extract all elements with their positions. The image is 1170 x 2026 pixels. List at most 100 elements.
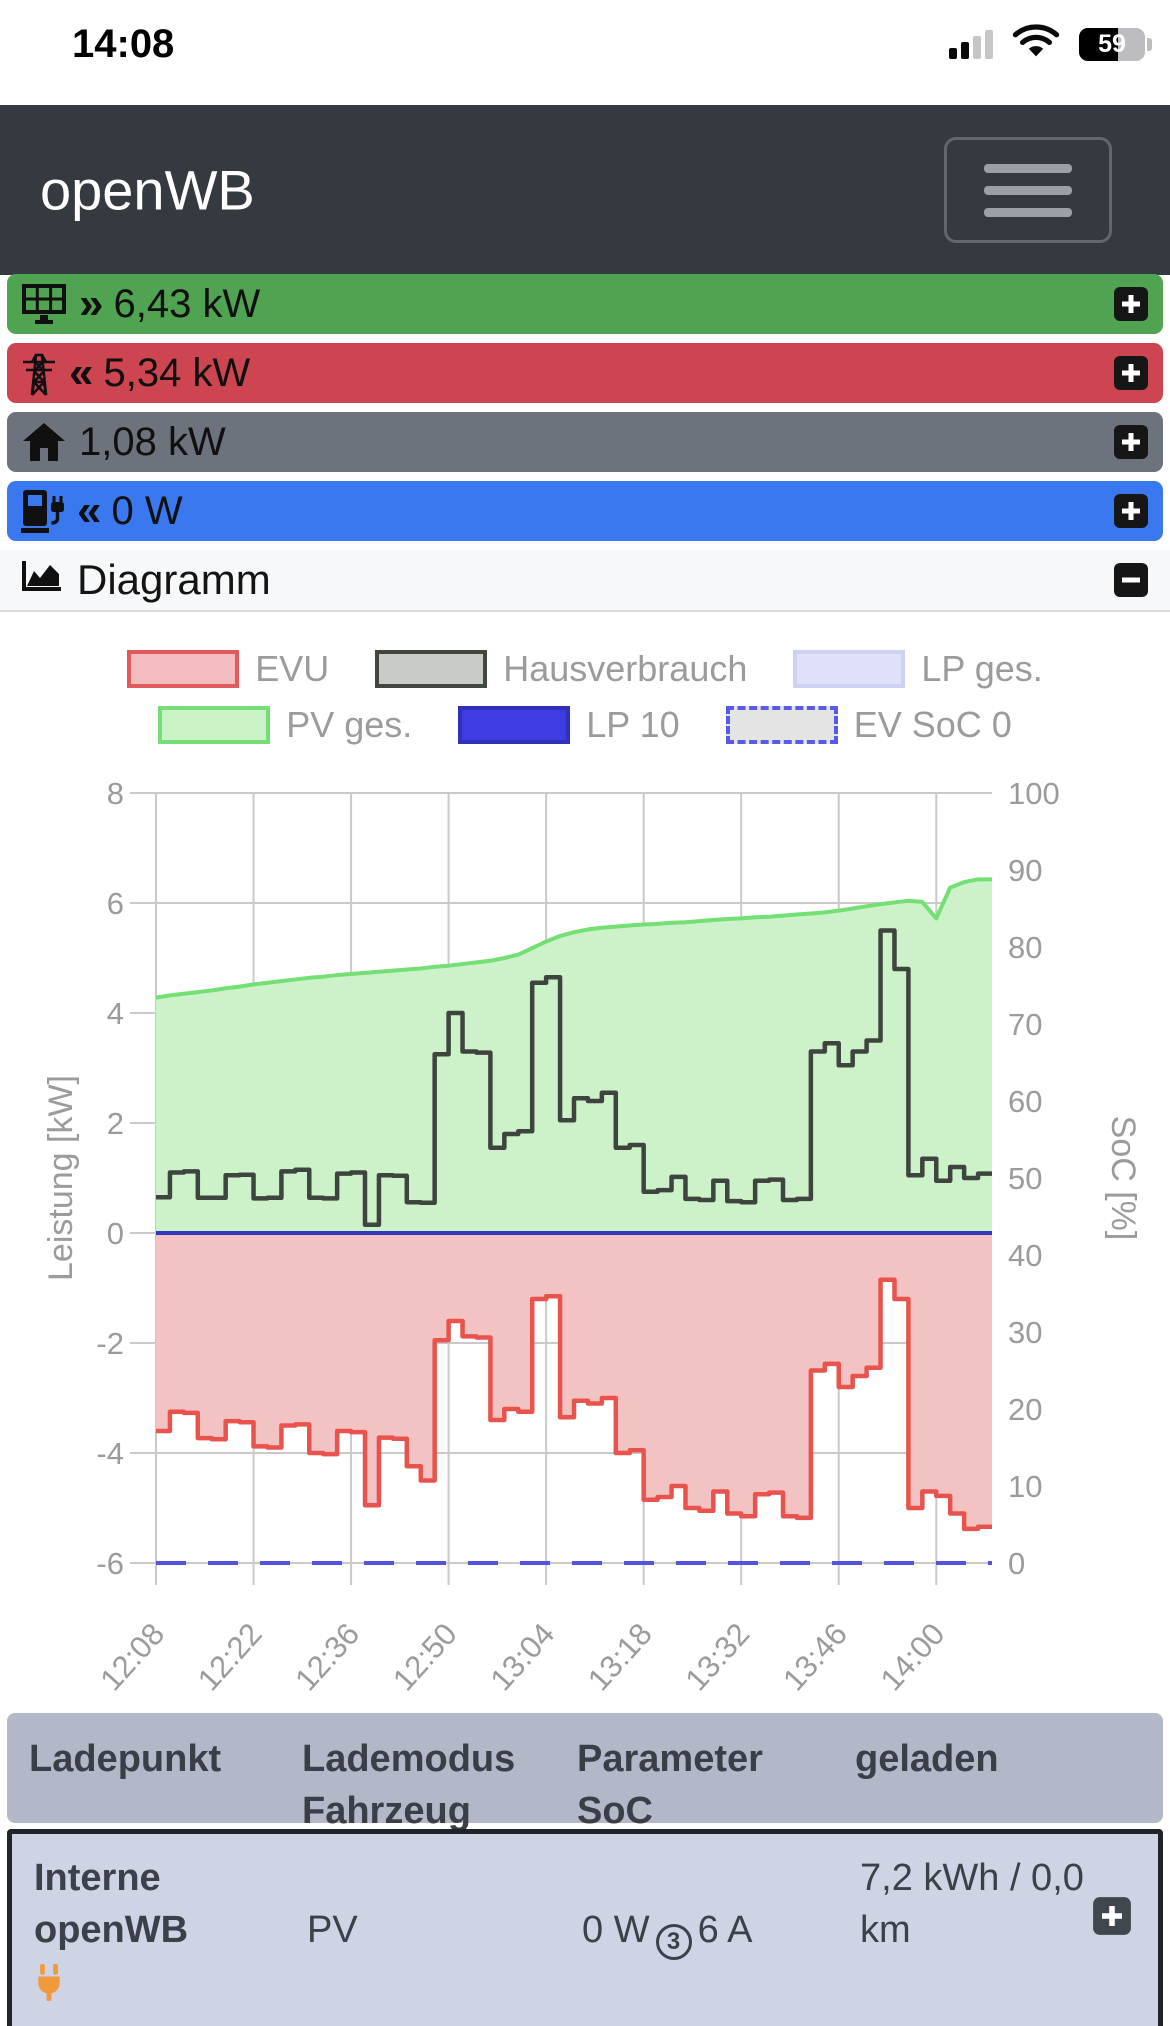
cellular-signal-icon xyxy=(949,29,993,59)
legend-item-lp-10[interactable]: LP 10 xyxy=(458,704,680,746)
legend-item-evu[interactable]: EVU xyxy=(127,648,329,690)
column-header-geladen: geladen xyxy=(855,1738,999,1780)
svg-text:13:18: 13:18 xyxy=(581,1616,659,1697)
app-header: openWB xyxy=(0,105,1170,275)
status-time: 14:08 xyxy=(72,22,175,66)
grid-summary-bar[interactable]: « 5,34 kW xyxy=(7,343,1163,403)
svg-text:20: 20 xyxy=(1008,1392,1042,1427)
pv-expand-button[interactable] xyxy=(1113,286,1149,322)
svg-text:-4: -4 xyxy=(96,1436,124,1471)
app-title: openWB xyxy=(40,158,255,222)
battery-percent: 59 xyxy=(1098,29,1126,58)
legend-label: PV ges. xyxy=(286,704,413,745)
svg-text:80: 80 xyxy=(1008,930,1042,965)
phases-badge: 3 xyxy=(655,1924,692,1960)
legend-label: EVU xyxy=(255,648,330,689)
legend-label: LP ges. xyxy=(921,648,1043,689)
battery-icon: 59 xyxy=(1079,27,1145,61)
legend-label: EV SoC 0 xyxy=(853,704,1012,745)
charge-mode: PV Standard- Fahrzeug xyxy=(307,1909,358,1951)
svg-text:30: 30 xyxy=(1008,1315,1042,1350)
charging-station-icon xyxy=(21,488,65,534)
legend-item-hausverbrauch[interactable]: Hausverbrauch xyxy=(375,648,747,690)
chargepoint-expand-button[interactable] xyxy=(1113,493,1149,529)
svg-text:14:00: 14:00 xyxy=(874,1616,952,1697)
svg-text:Leistung [kW]: Leistung [kW] xyxy=(42,1075,80,1281)
legend-item-ev-soc-0[interactable]: EV SoC 0 xyxy=(725,704,1012,746)
svg-text:70: 70 xyxy=(1008,1007,1042,1042)
charge-current: 6 A xyxy=(697,1909,753,1951)
grid-expand-button[interactable] xyxy=(1113,355,1149,391)
legend-swatch xyxy=(725,706,838,744)
column-header-ladepunkt: Ladepunkt xyxy=(29,1738,222,1780)
legend-swatch xyxy=(158,706,271,744)
svg-text:SoC [%]: SoC [%] xyxy=(1104,1116,1142,1241)
svg-text:6: 6 xyxy=(107,886,124,921)
house-power-value: 1,08 kW xyxy=(79,419,226,464)
legend-label: LP 10 xyxy=(586,704,680,745)
chargepoint-table-row[interactable]: Interne openWB PV Standard- Fahrzeug 0 W… xyxy=(7,1829,1163,2026)
svg-text:12:36: 12:36 xyxy=(288,1616,366,1697)
svg-text:50: 50 xyxy=(1008,1161,1042,1196)
house-expand-button[interactable] xyxy=(1113,424,1149,460)
svg-text:12:50: 12:50 xyxy=(386,1616,464,1697)
charge-power: 0 W xyxy=(582,1909,650,1951)
charged-energy: 7,2 kWh / 0,0 km xyxy=(860,1857,1084,1951)
legend-swatch xyxy=(375,650,488,688)
battery-fill xyxy=(1079,27,1118,61)
diagram-title: Diagramm xyxy=(77,556,271,603)
chart-area-icon xyxy=(21,559,63,602)
chargepoint-name: Interne openWB xyxy=(34,1852,200,2008)
svg-text:13:04: 13:04 xyxy=(483,1616,561,1697)
legend-swatch xyxy=(458,706,571,744)
pv-summary-bar[interactable]: » 6,43 kW xyxy=(7,274,1163,334)
svg-text:90: 90 xyxy=(1008,853,1042,888)
ios-status-bar: 14:08 59 xyxy=(0,0,1170,105)
chargepoint-power-value: 0 W xyxy=(111,488,183,533)
svg-text:10: 10 xyxy=(1008,1469,1042,1504)
column-header-lademodus: Lademodus Fahrzeug xyxy=(302,1738,516,1832)
svg-text:13:32: 13:32 xyxy=(678,1616,756,1697)
legend-item-pv-ges-[interactable]: PV ges. xyxy=(158,704,412,746)
svg-text:2: 2 xyxy=(107,1106,124,1141)
house-icon xyxy=(21,421,67,463)
chargepoint-details-button[interactable] xyxy=(1092,1896,1132,1936)
column-header-parameter: Parameter SoC xyxy=(577,1738,763,1832)
transmission-tower-icon xyxy=(21,349,57,397)
chargepoint-summary-bar[interactable]: « 0 W xyxy=(7,481,1163,541)
svg-text:60: 60 xyxy=(1008,1084,1042,1119)
pv-power-value: 6,43 kW xyxy=(113,281,261,326)
svg-text:13:46: 13:46 xyxy=(776,1616,854,1697)
power-direction-arrow: « xyxy=(69,348,94,397)
wifi-icon xyxy=(1009,22,1063,67)
svg-text:-2: -2 xyxy=(96,1326,124,1361)
svg-text:100: 100 xyxy=(1008,776,1060,811)
legend-item-lp-ges-[interactable]: LP ges. xyxy=(793,648,1043,690)
chargepoint-table-header: Ladepunkt Lademodus Fahrzeug Parameter S… xyxy=(7,1713,1163,1832)
svg-text:12:22: 12:22 xyxy=(191,1616,269,1697)
battery-nub xyxy=(1147,37,1152,51)
legend-label: Hausverbrauch xyxy=(503,648,748,689)
svg-text:-6: -6 xyxy=(96,1546,124,1581)
grid-power-value: 5,34 kW xyxy=(103,350,251,395)
legend-swatch xyxy=(793,650,906,688)
svg-text:40: 40 xyxy=(1008,1238,1042,1273)
charge-parameters: 0 W36 A 0 % xyxy=(582,1852,753,2026)
svg-text:0: 0 xyxy=(1008,1546,1025,1581)
plug-icon xyxy=(34,1961,64,2003)
solar-panel-icon xyxy=(21,282,67,326)
chart-legend: EVU Hausverbrauch LP ges. PV ges. LP 10 EV So… xyxy=(0,648,1170,746)
svg-text:12:08: 12:08 xyxy=(93,1616,171,1697)
diagram-section-header[interactable]: Diagramm xyxy=(0,550,1170,612)
svg-text:4: 4 xyxy=(107,996,124,1031)
diagram-collapse-button[interactable] xyxy=(1113,562,1149,598)
svg-text:0: 0 xyxy=(107,1216,124,1251)
legend-swatch xyxy=(127,650,240,688)
power-direction-arrow: « xyxy=(77,486,102,535)
house-summary-bar[interactable]: 1,08 kW xyxy=(7,412,1163,472)
power-direction-arrow: » xyxy=(79,279,104,328)
hamburger-menu-button[interactable] xyxy=(944,137,1112,243)
svg-text:8: 8 xyxy=(107,776,124,811)
